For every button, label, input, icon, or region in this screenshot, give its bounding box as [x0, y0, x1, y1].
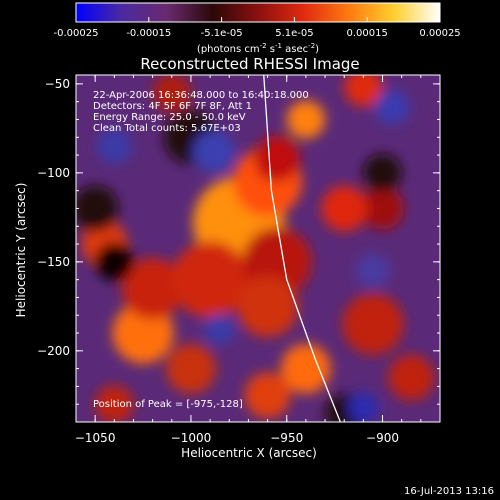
y-tick-label: −100	[37, 166, 70, 180]
intensity-blob	[244, 372, 291, 419]
x-tick-label: −1050	[75, 431, 116, 445]
info-line-detectors: Detectors: 4F 5F 6F 7F 8F, Att 1	[93, 101, 252, 112]
intensity-blob	[152, 75, 191, 112]
intensity-blob	[342, 293, 404, 355]
intensity-blob	[280, 343, 331, 394]
x-tick-label: −900	[366, 431, 399, 445]
colorbar-gradient	[75, 2, 441, 23]
intensity-blob	[204, 314, 236, 345]
intensity-blob	[166, 343, 216, 394]
y-tick-label: −50	[45, 77, 70, 91]
intensity-blob	[388, 354, 435, 401]
colorbar-ticks: -0.00025 -0.00015 -5.1e-05 5.1e-05 0.00015 0.…	[54, 17, 461, 39]
footer-timestamp: 16-Jul-2013 13:16	[404, 486, 494, 497]
info-line-energy: Energy Range: 25.0 - 50.0 keV	[93, 112, 246, 123]
x-axis-ticks: −1050 −1000 −950 −900	[75, 75, 422, 445]
intensity-blob	[171, 241, 249, 318]
intensity-blob	[361, 187, 404, 230]
intensity-blob	[374, 89, 410, 125]
image-field	[76, 75, 440, 422]
intensity-blob	[192, 130, 236, 173]
colorbar-units: (photons cm-2 s-1 asec-2)	[197, 42, 319, 55]
intensity-blob	[355, 253, 391, 288]
colorbar: -0.00025 -0.00015 -5.1e-05 5.1e-05 0.00015 0.…	[54, 2, 461, 55]
y-tick-label: −200	[37, 344, 70, 358]
intensity-blob	[97, 128, 132, 164]
intensity-blob	[236, 275, 299, 337]
intensity-blob	[95, 385, 134, 422]
intensity-blob	[348, 392, 379, 422]
info-line-time: 22-Apr-2006 16:36:48.000 to 16:40:18.000	[93, 90, 309, 101]
info-block: 22-Apr-2006 16:36:48.000 to 16:40:18.000…	[93, 90, 309, 134]
colorbar-tick-label: 0.00015	[347, 28, 388, 39]
peak-position-label: Position of Peak = [-975,-128]	[93, 399, 243, 410]
intensity-blob	[76, 185, 119, 232]
plot-title: Reconstructed RHESSI Image	[140, 55, 359, 73]
plot-frame	[75, 74, 441, 423]
intensity-blob	[121, 257, 184, 320]
x-tick-label: −950	[270, 431, 303, 445]
colorbar-tick-label: 0.00025	[419, 28, 460, 39]
intensity-blob	[254, 135, 301, 182]
intensity-blob	[363, 153, 402, 193]
y-axis-ticks: −50 −100 −150 −200	[37, 77, 440, 405]
intensity-blob	[344, 75, 383, 107]
colorbar-tick-label: -5.1e-05	[201, 28, 243, 39]
x-tick-label: −1000	[171, 431, 212, 445]
intensity-blob	[286, 100, 326, 139]
colorbar-tick-label: -0.00025	[54, 28, 99, 39]
colorbar-tick-label: -0.00015	[126, 28, 171, 39]
intensity-blob	[321, 185, 368, 232]
y-tick-label: −150	[37, 255, 70, 269]
x-axis-label: Heliocentric X (arcsec)	[181, 446, 317, 460]
info-line-clean: Clean Total counts: 5.67E+03	[93, 123, 241, 134]
y-axis-label: Heliocentric Y (arcsec)	[14, 183, 28, 318]
intensity-blob	[95, 242, 134, 282]
colorbar-tick-label: 5.1e-05	[275, 28, 313, 39]
solar-limb-line	[263, 75, 341, 422]
